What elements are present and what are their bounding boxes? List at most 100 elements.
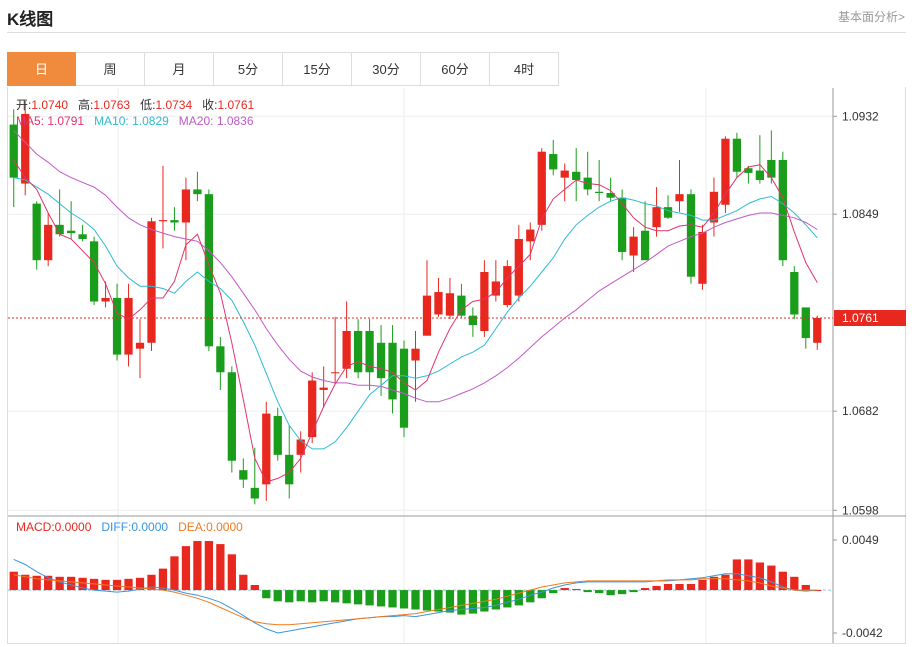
macd-bar	[388, 590, 397, 608]
tab-4hour[interactable]: 4时	[490, 52, 559, 86]
candle-body	[640, 230, 650, 261]
candle-body	[181, 189, 191, 223]
candle-body	[67, 230, 76, 234]
candle-body	[813, 318, 822, 343]
candle-body	[158, 220, 168, 222]
candle-body	[319, 387, 328, 390]
candle-body	[572, 171, 581, 181]
macd-bar	[21, 574, 30, 591]
candle-body	[721, 138, 730, 205]
price-axis-label: 1.0932	[842, 109, 879, 123]
candle-body	[32, 203, 41, 261]
candle-body	[686, 194, 696, 277]
ma5-line	[13, 159, 818, 483]
macd-bar	[411, 590, 420, 610]
macd-bar	[755, 562, 764, 591]
tab-5min[interactable]: 5分	[214, 52, 283, 86]
candle-body	[376, 342, 386, 379]
macd-bar	[376, 590, 386, 607]
dea-value: 0.0000	[206, 520, 243, 534]
chart-frame	[7, 87, 906, 644]
tab-30min[interactable]: 30分	[352, 52, 421, 86]
macd-bar	[790, 576, 799, 591]
macd-bar	[9, 571, 18, 591]
open-label: 开:	[16, 98, 32, 112]
tab-month[interactable]: 月	[145, 52, 214, 86]
candle-body	[239, 470, 248, 480]
tab-60min[interactable]: 60分	[421, 52, 490, 86]
macd-bar	[112, 579, 122, 591]
candle-body	[457, 295, 466, 316]
macd-bar	[353, 590, 363, 605]
candle-body	[399, 348, 409, 428]
candle-body	[308, 380, 317, 438]
fundamental-analysis-link[interactable]: 基本面分析>	[837, 10, 905, 24]
macd-bar	[216, 544, 225, 591]
macd-bar	[652, 585, 661, 591]
macd-bar	[250, 584, 259, 591]
candle-body	[9, 124, 18, 178]
macd-bar	[308, 590, 317, 603]
ma10-value: 1.0829	[132, 114, 169, 128]
ma10-line	[13, 177, 818, 450]
macd-bar	[135, 577, 145, 591]
candle-body	[227, 372, 236, 461]
candle-body	[112, 297, 122, 355]
candle-body	[698, 231, 707, 284]
macd-bar	[526, 590, 535, 603]
tab-week[interactable]: 周	[76, 52, 145, 86]
tab-day[interactable]: 日	[7, 52, 76, 86]
macd-bar	[744, 559, 753, 591]
macd-bar	[331, 590, 340, 603]
macd-bar	[457, 590, 466, 615]
macd-bar	[698, 579, 707, 591]
macd-bar	[606, 590, 615, 596]
candle-body	[170, 220, 179, 223]
candle-body	[606, 192, 615, 198]
candle-body	[78, 234, 87, 239]
macd-bar	[445, 590, 455, 613]
macd-bar	[32, 575, 41, 591]
ohlc-info: 开:1.0740 高:1.0763 低:1.0734 收:1.0761	[16, 96, 254, 113]
candle-body	[411, 348, 420, 361]
candle-body	[709, 191, 719, 223]
candle-body	[101, 297, 110, 302]
candle-body	[353, 330, 363, 373]
macd-bar	[124, 578, 133, 591]
candle-body	[767, 159, 776, 178]
macd-bar	[193, 541, 202, 591]
ma5-label: MA5:	[16, 114, 45, 128]
macd-bar	[170, 556, 179, 591]
macd-bar	[285, 590, 294, 603]
macd-bar	[732, 559, 742, 591]
candle-body	[537, 151, 546, 225]
macd-bar	[617, 590, 627, 595]
candle-body	[388, 342, 397, 400]
candle-body	[342, 330, 351, 369]
price-axis-label: 1.0682	[842, 404, 879, 418]
price-axis-label: 1.0849	[842, 207, 879, 221]
macd-bar	[595, 590, 604, 594]
candle-body	[124, 297, 133, 355]
candle-body	[147, 221, 156, 343]
candle-body	[135, 342, 145, 349]
ma-info: MA5: 1.0791 MA10: 1.0829 MA20: 1.0836	[16, 114, 254, 128]
macd-bar	[537, 590, 546, 599]
candle-body	[365, 330, 374, 373]
macd-bar	[640, 588, 650, 591]
macd-bar	[78, 577, 87, 591]
macd-bar	[147, 574, 156, 591]
close-value: 1.0761	[217, 98, 255, 112]
candle-body	[503, 266, 512, 306]
ma20-label: MA20:	[178, 114, 214, 128]
macd-bar	[434, 590, 443, 612]
macd-value: 0.0000	[54, 520, 92, 534]
macd-bar	[89, 578, 99, 591]
macd-bar	[44, 575, 53, 591]
tab-15min[interactable]: 15分	[283, 52, 352, 86]
current-price-tag	[834, 310, 906, 327]
macd-bar	[296, 590, 305, 602]
macd-bar	[204, 541, 214, 591]
candle-body	[21, 113, 30, 184]
